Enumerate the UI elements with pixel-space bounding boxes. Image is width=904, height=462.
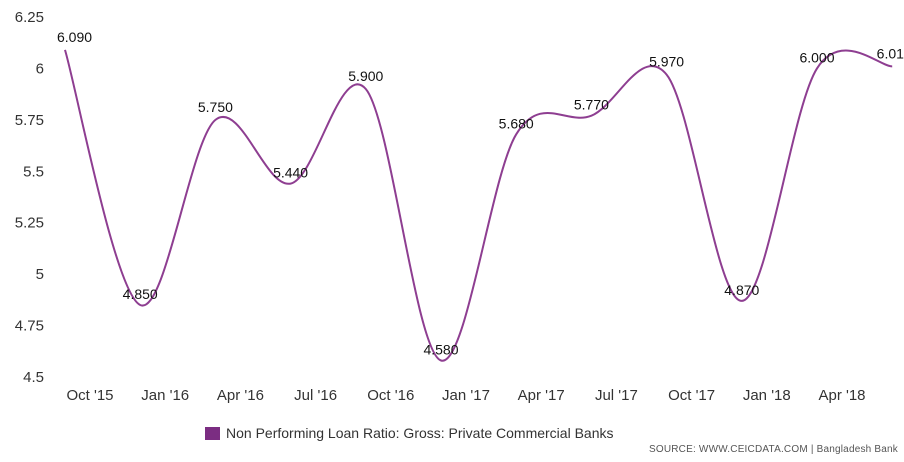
x-tick-label: Oct '15 (66, 387, 113, 404)
data-label: 6.000 (799, 49, 834, 65)
y-tick-label: 5.25 (15, 215, 44, 232)
x-tick-label: Oct '17 (668, 387, 715, 404)
legend-label: Non Performing Loan Ratio: Gross: Privat… (226, 425, 614, 441)
x-tick-label: Jan '16 (141, 387, 189, 404)
x-tick-label: Jan '18 (743, 387, 791, 404)
y-tick-label: 5 (36, 266, 44, 283)
x-tick-label: Jul '17 (595, 387, 638, 404)
legend-swatch (205, 426, 220, 440)
data-label: 5.440 (273, 165, 308, 181)
y-tick-label: 6 (36, 60, 44, 77)
x-tick-label: Apr '17 (518, 387, 565, 404)
x-tick-label: Apr '16 (217, 387, 264, 404)
y-tick-label: 5.5 (23, 163, 44, 180)
y-tick-label: 4.75 (15, 318, 44, 335)
data-label: 5.750 (198, 99, 233, 115)
data-label: 4.870 (724, 282, 759, 298)
series-line (64, 49, 893, 362)
y-tick-label: 4.5 (23, 369, 44, 386)
y-tick-label: 6.25 (15, 9, 44, 26)
x-tick-label: Oct '16 (367, 387, 414, 404)
data-label: 5.770 (574, 97, 609, 113)
chart-legend[interactable]: Non Performing Loan Ratio: Gross: Privat… (205, 425, 613, 441)
data-label: 6.090 (57, 29, 92, 45)
source-note: SOURCE: WWW.CEICDATA.COM | Bangladesh Ba… (648, 444, 898, 455)
data-label: 4.850 (123, 286, 158, 302)
data-label: 4.580 (423, 342, 458, 358)
line-chart: 4.5 4.75 5 5.25 5.5 5.75 6 6.25 Oct '15 Jan '16 Ap… (15, 9, 904, 404)
data-label: 5.900 (348, 68, 383, 84)
y-tick-label: 5.75 (15, 112, 44, 129)
data-label: 5.680 (499, 115, 534, 131)
x-tick-label: Jan '17 (442, 387, 490, 404)
x-tick-label: Apr '18 (818, 387, 865, 404)
data-label: 5.970 (649, 54, 684, 70)
data-label: 6.010 (877, 45, 904, 61)
x-tick-label: Jul '16 (294, 387, 337, 404)
